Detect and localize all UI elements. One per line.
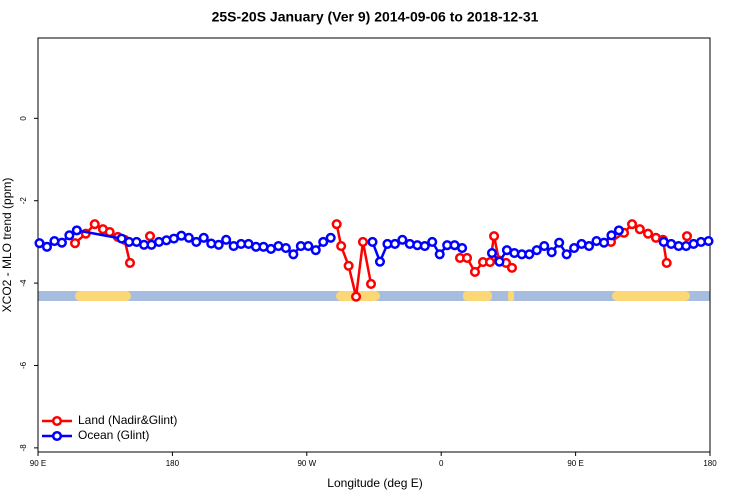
x-tick-label: 90 W bbox=[297, 459, 316, 468]
series-point bbox=[191, 236, 202, 247]
series-point bbox=[642, 228, 654, 239]
series-point bbox=[389, 238, 400, 250]
series-point bbox=[506, 262, 518, 273]
x-tick-label: 180 bbox=[703, 459, 717, 468]
series-point bbox=[310, 245, 321, 256]
series-point bbox=[613, 225, 624, 236]
chart-title: 25S-20S January (Ver 9) 2014-09-06 to 20… bbox=[212, 9, 539, 25]
y-tick-label: -8 bbox=[19, 444, 28, 452]
y-tick-label: -2 bbox=[19, 197, 28, 205]
series-point bbox=[531, 245, 542, 256]
series-point bbox=[681, 231, 693, 242]
series-point bbox=[183, 232, 194, 243]
x-axis-label: Longitude (deg E) bbox=[327, 476, 422, 490]
series-point bbox=[374, 256, 386, 267]
series bbox=[34, 225, 714, 267]
legend-symbol bbox=[51, 415, 63, 427]
y-axis-label: XCO2 - MLO trend (ppm) bbox=[0, 178, 14, 313]
series-point bbox=[569, 243, 580, 254]
legend-label: Land (Nadir&Glint) bbox=[78, 413, 177, 427]
series-point bbox=[144, 231, 156, 242]
legend-label: Ocean (Glint) bbox=[78, 428, 149, 442]
series-point bbox=[34, 238, 45, 249]
series-point bbox=[484, 257, 496, 268]
series-point bbox=[365, 278, 377, 289]
series-point bbox=[288, 249, 299, 260]
series-line bbox=[335, 223, 373, 297]
series-point bbox=[634, 224, 645, 235]
series-point bbox=[539, 240, 550, 252]
land-mask bbox=[38, 291, 710, 301]
series-point bbox=[41, 241, 53, 252]
series-point bbox=[546, 247, 557, 258]
legend: Land (Nadir&Glint)Ocean (Glint) bbox=[42, 413, 177, 442]
series-point bbox=[64, 230, 75, 241]
series-point bbox=[213, 239, 224, 250]
series-point bbox=[280, 243, 291, 254]
land-patch bbox=[508, 291, 514, 301]
series-point bbox=[124, 257, 136, 268]
series-point bbox=[357, 236, 368, 247]
series-point bbox=[336, 240, 347, 252]
y-tick-label: -4 bbox=[19, 279, 28, 287]
series-point bbox=[325, 232, 336, 243]
series-point bbox=[661, 257, 672, 268]
series-point bbox=[703, 236, 714, 247]
series-point bbox=[89, 219, 100, 230]
series-point bbox=[367, 236, 378, 247]
legend-symbol bbox=[51, 430, 63, 442]
x-tick-label: 180 bbox=[166, 459, 180, 468]
series-point bbox=[554, 237, 565, 248]
series-point bbox=[461, 252, 473, 264]
series-point bbox=[524, 249, 535, 260]
series-point bbox=[583, 240, 595, 252]
series-point bbox=[343, 260, 354, 271]
series-point bbox=[56, 237, 67, 248]
series-point bbox=[397, 234, 408, 245]
y-tick-label: -6 bbox=[19, 361, 28, 369]
series-point bbox=[434, 249, 445, 260]
y-tick-label: 0 bbox=[19, 116, 28, 121]
series-point bbox=[318, 236, 329, 247]
series-point bbox=[303, 240, 314, 252]
land-patch bbox=[612, 291, 690, 301]
series-point bbox=[71, 225, 82, 236]
series-point bbox=[427, 236, 438, 247]
series-point bbox=[419, 240, 430, 252]
series-point bbox=[494, 256, 505, 267]
series-point bbox=[457, 243, 468, 254]
series-point bbox=[69, 238, 81, 249]
series-point bbox=[598, 237, 610, 248]
x-tick-label: 90 E bbox=[30, 459, 46, 468]
series-point bbox=[198, 232, 209, 243]
series-point bbox=[626, 219, 638, 230]
series-point bbox=[469, 266, 480, 278]
land-patch bbox=[75, 291, 131, 301]
series-point bbox=[351, 291, 362, 302]
series-point bbox=[561, 249, 572, 260]
series-point bbox=[486, 247, 498, 259]
series-point bbox=[489, 231, 500, 242]
series-point bbox=[221, 234, 232, 245]
series-point bbox=[606, 230, 617, 241]
land-patch bbox=[463, 291, 492, 301]
x-tick-label: 0 bbox=[439, 459, 444, 468]
x-tick-label: 90 E bbox=[567, 459, 583, 468]
series-point bbox=[331, 219, 342, 230]
